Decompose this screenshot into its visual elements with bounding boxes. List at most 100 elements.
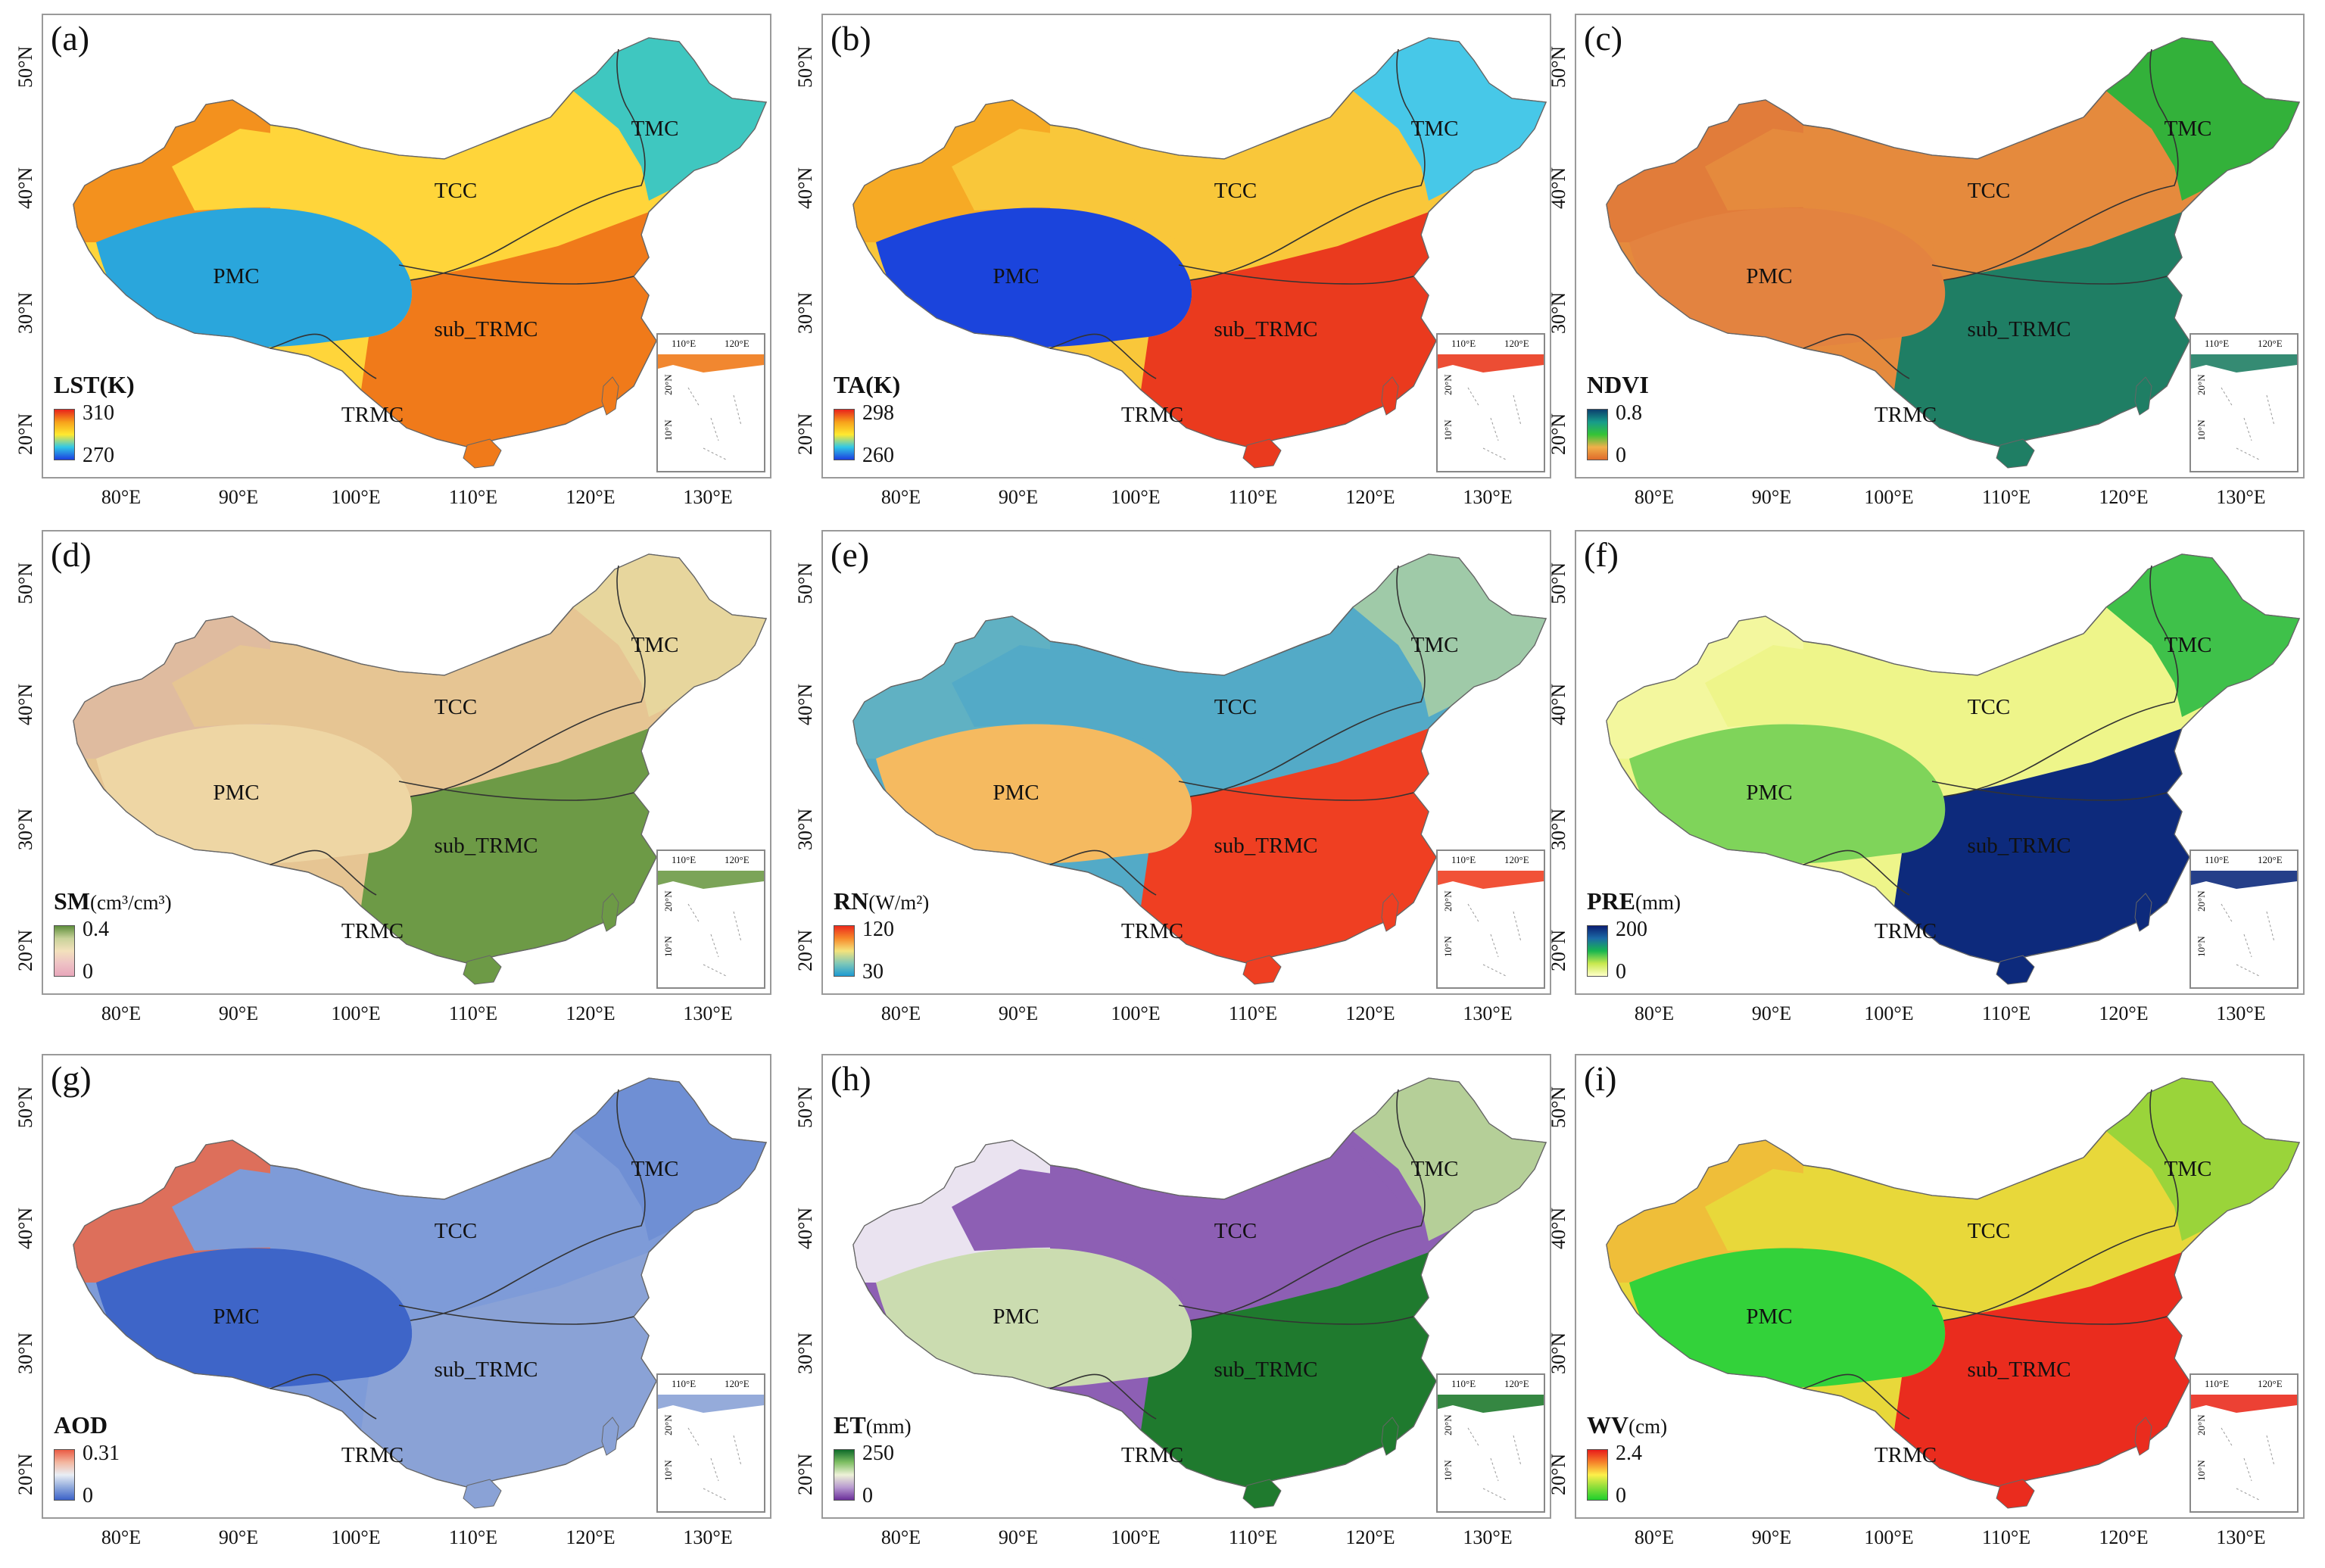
taiwan-island — [2134, 893, 2152, 932]
zone-boundary — [1049, 1373, 1157, 1420]
inset-y-tick: 10°N — [1442, 1460, 1454, 1481]
inset-y-tick: 20°N — [1442, 890, 1454, 912]
zone-label: TCC — [434, 1219, 478, 1243]
zone-label: TRMC — [1120, 1443, 1184, 1467]
y-tick-label: 30°N — [794, 808, 816, 850]
inset-x-tick: 120°E — [1504, 1378, 1529, 1389]
x-tick-label: 80°E — [101, 486, 142, 508]
map-frame: (f) TMC TCC PMC sub_TRMC TRMC PRE(mm) 200 0 110°E… — [1575, 530, 2305, 995]
zone-label: TMC — [1410, 117, 1459, 141]
y-tick-label: 50°N — [794, 562, 816, 604]
y-tick-label: 50°N — [1547, 1086, 1569, 1128]
inset-coast — [2191, 354, 2297, 373]
y-tick-label: 30°N — [14, 808, 36, 850]
x-tick-label: 130°E — [1463, 486, 1513, 508]
zone-label: PMC — [1746, 781, 1793, 805]
zone-label: TMC — [2164, 1157, 2212, 1181]
zone-label: TMC — [2164, 117, 2212, 141]
x-tick-label: 120°E — [1345, 1526, 1395, 1548]
legend-colorbar — [1587, 925, 1608, 977]
zone-label: sub_TRMC — [434, 834, 538, 858]
map-frame: (g) TMC TCC PMC sub_TRMC TRMC AOD 0.31 0 110°E 120… — [42, 1054, 771, 1519]
y-tick-label: 50°N — [14, 562, 36, 604]
map-canvas — [852, 553, 1547, 985]
inset-x-tick: 110°E — [672, 1378, 697, 1389]
x-tick-label: 110°E — [1228, 1526, 1278, 1548]
y-tick-label: 20°N — [14, 1453, 36, 1495]
zone-label: TRMC — [341, 1443, 404, 1467]
x-tick-label: 90°E — [998, 1526, 1039, 1548]
zone-label: sub_TRMC — [1967, 834, 2071, 858]
china-outline — [852, 37, 1547, 447]
inset-canvas — [2191, 871, 2297, 977]
panel-label: (h) — [831, 1059, 871, 1098]
region-north — [952, 622, 1429, 796]
panel-label: (a) — [51, 19, 90, 58]
inset-y-tick: 20°N — [662, 890, 674, 912]
zone-boundary — [1049, 333, 1157, 379]
legend-max: 2.4 — [1616, 1442, 1642, 1465]
zone-label: TRMC — [1120, 919, 1184, 943]
legend-min: 0 — [83, 960, 93, 984]
inset-y-tick: 10°N — [1442, 419, 1454, 441]
inset-y-tick: 10°N — [2196, 419, 2207, 441]
legend-min: 0 — [83, 1484, 93, 1507]
panel-label: (b) — [831, 19, 871, 58]
region-northeast — [1353, 1078, 1546, 1241]
hainan-island — [463, 1479, 502, 1509]
y-tick-label: 40°N — [1547, 167, 1569, 209]
inset-map: 110°E 120°E 20°N 10°N — [2189, 333, 2299, 472]
x-tick-label: 90°E — [1751, 1002, 1792, 1024]
map-canvas — [852, 37, 1547, 469]
y-tick-label: 40°N — [794, 167, 816, 209]
x-tick-label: 130°E — [683, 486, 733, 508]
legend-title: PRE(mm) — [1587, 887, 1681, 915]
inset-map: 110°E 120°E 20°N 10°N — [2189, 849, 2299, 989]
x-tick-label: 120°E — [2099, 1002, 2149, 1024]
inset-map: 110°E 120°E 20°N 10°N — [656, 849, 765, 989]
taiwan-island — [2134, 1417, 2152, 1456]
zone-label: TMC — [631, 117, 679, 141]
x-tick-label: 120°E — [566, 486, 616, 508]
region-south — [1894, 728, 2189, 963]
x-tick-label: 100°E — [331, 1526, 381, 1548]
inset-x-tick: 120°E — [2258, 338, 2283, 349]
legend-title: NDVI — [1587, 371, 1649, 398]
zone-boundary — [270, 1373, 377, 1420]
legend-min: 0 — [1616, 960, 1626, 984]
x-tick-label: 120°E — [2099, 486, 2149, 508]
china-outline — [1606, 1077, 2300, 1488]
region-south — [361, 728, 656, 963]
zone-label: TMC — [631, 1157, 679, 1181]
y-tick-label: 20°N — [794, 929, 816, 971]
inset-coast — [658, 1395, 764, 1413]
inset-map: 110°E 120°E 20°N 10°N — [1436, 1373, 1545, 1513]
map-frame: (i) TMC TCC PMC sub_TRMC TRMC WV(cm) 2.4 0 110°E 1… — [1575, 1054, 2305, 1519]
map-canvas — [73, 1077, 768, 1509]
region-northeast — [2106, 1078, 2299, 1241]
y-tick-label: 40°N — [1547, 1207, 1569, 1249]
region-plateau — [96, 724, 413, 864]
legend-min: 0 — [1616, 1484, 1626, 1507]
region-south — [361, 212, 656, 447]
zone-label: PMC — [993, 264, 1039, 288]
zone-label: TRMC — [341, 403, 404, 427]
legend-min: 270 — [83, 444, 114, 467]
region-south — [1141, 212, 1436, 447]
zone-boundary — [1943, 48, 2179, 281]
legend-min: 0 — [862, 1484, 873, 1507]
legend-max: 250 — [862, 1442, 894, 1465]
legend-colorbar — [834, 1449, 855, 1501]
hainan-island — [1242, 1479, 1282, 1509]
legend-max: 200 — [1616, 918, 1647, 941]
zone-label: TMC — [1410, 1157, 1459, 1181]
inset-coast — [1438, 871, 1544, 889]
inset-x-tick: 110°E — [672, 854, 697, 865]
x-tick-label: 120°E — [1345, 486, 1395, 508]
zone-boundary — [398, 264, 634, 285]
panel-label: (d) — [51, 535, 92, 574]
zone-label: PMC — [213, 1305, 260, 1329]
legend-min: 30 — [862, 960, 884, 984]
map-canvas — [1606, 37, 2301, 469]
taiwan-island — [1381, 893, 1399, 932]
